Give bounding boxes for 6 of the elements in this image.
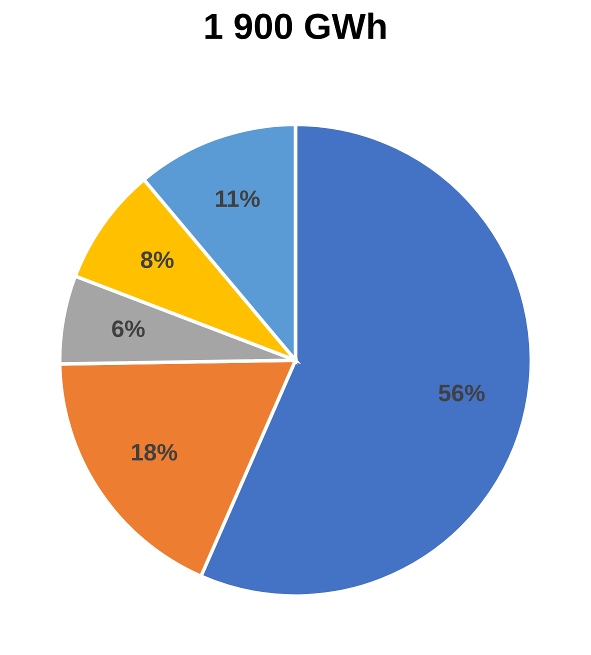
chart-title: 1 900 GWh: [205, 12, 386, 40]
data-label: 8%: [140, 251, 174, 268]
data-label: 6%: [112, 320, 145, 338]
data-label: 56%: [438, 384, 485, 402]
data-label: 18%: [132, 444, 178, 461]
data-label: 11%: [216, 190, 260, 208]
